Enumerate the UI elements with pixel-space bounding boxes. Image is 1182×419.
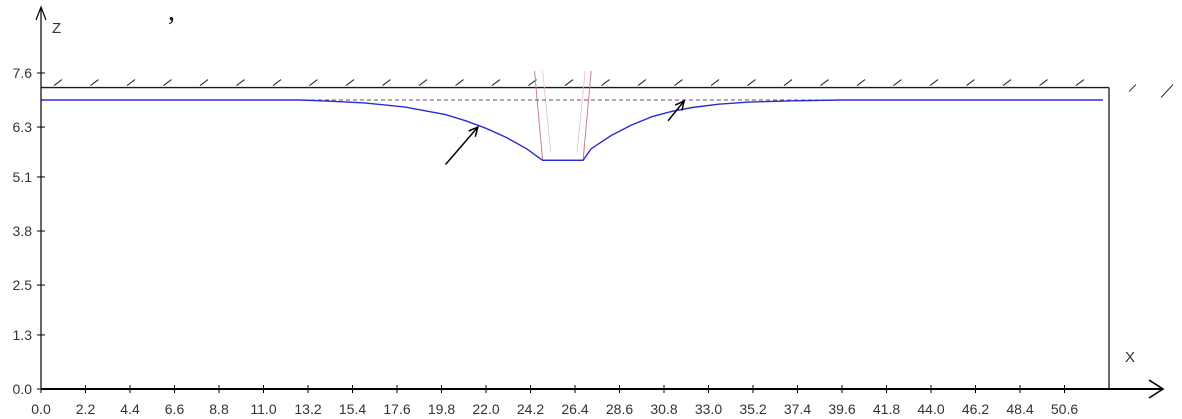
hatch-mark xyxy=(345,79,355,86)
x-tick-label: 50.6 xyxy=(1051,401,1078,417)
axes xyxy=(35,5,1165,399)
excavation-wall-right xyxy=(582,70,592,161)
x-tick-label: 17.6 xyxy=(383,401,410,417)
y-tick-label: 6.3 xyxy=(13,119,33,135)
annotation-arrowhead xyxy=(468,125,480,137)
y-tick-label: 2.5 xyxy=(13,277,33,293)
hatch-mark xyxy=(674,79,683,86)
y-tick-label: 0.0 xyxy=(13,381,33,397)
x-axis-label: X xyxy=(1125,349,1135,366)
hatch-mark xyxy=(893,79,902,86)
x-tick-label: 22.0 xyxy=(472,401,499,417)
caption-text: , xyxy=(168,0,175,27)
x-tick-label: 28.6 xyxy=(606,401,633,417)
x-tick-label: 13.2 xyxy=(294,401,321,417)
hatch-mark xyxy=(309,79,318,86)
x-tick-label: 44.0 xyxy=(917,401,944,417)
hatch-mark xyxy=(455,79,464,86)
hatch-mark xyxy=(491,79,501,86)
ground-hatching xyxy=(53,79,1174,98)
hatch-mark xyxy=(710,79,720,86)
hatch-mark xyxy=(747,79,756,86)
hatch-mark xyxy=(236,79,245,86)
water-table-line xyxy=(41,99,1103,162)
hatch-mark xyxy=(53,79,63,86)
x-tick-label: 48.4 xyxy=(1006,401,1033,417)
plot-frame xyxy=(41,86,1110,389)
x-tick-label: 4.4 xyxy=(120,401,140,417)
x-tick-label: 35.2 xyxy=(739,401,766,417)
x-tick-label: 39.6 xyxy=(828,401,855,417)
annotation-arrow xyxy=(444,126,479,165)
x-tick-label: 8.8 xyxy=(209,401,229,417)
hatch-mark xyxy=(1002,79,1012,86)
x-tick-label: 30.8 xyxy=(650,401,677,417)
annotation-arrow xyxy=(667,100,685,122)
x-axis-arrowhead xyxy=(1148,379,1165,399)
annotations xyxy=(444,99,686,165)
hatch-mark xyxy=(1128,84,1137,92)
y-ticks: 0.0 1.3 2.5 3.8 5.1 6.3 7.6 xyxy=(13,65,45,397)
hatch-mark xyxy=(126,79,136,86)
y-axis-label: Z xyxy=(52,20,61,37)
y-tick-label: 7.6 xyxy=(13,65,33,81)
x-tick-label: 46.2 xyxy=(962,401,989,417)
y-tick-label: 5.1 xyxy=(13,169,33,185)
hatch-mark xyxy=(418,79,428,86)
hatch-mark xyxy=(966,79,975,86)
x-tick-label: 11.0 xyxy=(250,401,276,417)
hatch-mark xyxy=(382,79,391,86)
hatch-mark xyxy=(1160,84,1174,98)
x-tick-label: 37.4 xyxy=(784,401,811,417)
x-tick-label: 26.4 xyxy=(561,401,588,417)
x-tick-label: 15.4 xyxy=(339,401,366,417)
series-layer xyxy=(41,70,1103,162)
x-tick-label: 0.0 xyxy=(31,401,51,417)
x-tick-label: 6.6 xyxy=(165,401,185,417)
hatch-mark xyxy=(1039,79,1048,86)
y-tick-label: 3.8 xyxy=(13,223,33,239)
hatch-mark xyxy=(637,79,647,86)
x-tick-label: 24.2 xyxy=(517,401,544,417)
hatch-mark xyxy=(163,79,172,86)
hatch-mark xyxy=(1075,79,1085,86)
hatch-mark xyxy=(856,79,866,86)
hatch-mark xyxy=(783,79,793,86)
excavation-guide-right xyxy=(576,70,586,153)
excavation-guide-left xyxy=(542,70,552,153)
x-tick-label: 33.0 xyxy=(695,401,722,417)
caption-fragment: , xyxy=(168,0,175,27)
annotation-arrowhead xyxy=(674,99,686,111)
x-tick-label: 41.8 xyxy=(873,401,900,417)
hatch-mark xyxy=(929,79,939,86)
y-tick-label: 1.3 xyxy=(13,327,33,343)
hatch-mark xyxy=(90,79,99,86)
x-ticks: 0.0 2.2 4.4 6.6 8.8 11.0 13.2 15.4 17.6 19.8 22.0 2… xyxy=(31,385,1078,417)
excavation-wall-left xyxy=(534,70,544,161)
x-tick-label: 19.8 xyxy=(428,401,455,417)
hatch-mark xyxy=(820,79,829,86)
hatch-mark xyxy=(272,79,282,86)
hatch-mark xyxy=(601,79,610,86)
y-axis-arrowhead xyxy=(35,5,47,21)
x-tick-label: 2.2 xyxy=(76,401,96,417)
hatch-mark xyxy=(199,79,209,86)
hatch-mark xyxy=(564,79,574,86)
